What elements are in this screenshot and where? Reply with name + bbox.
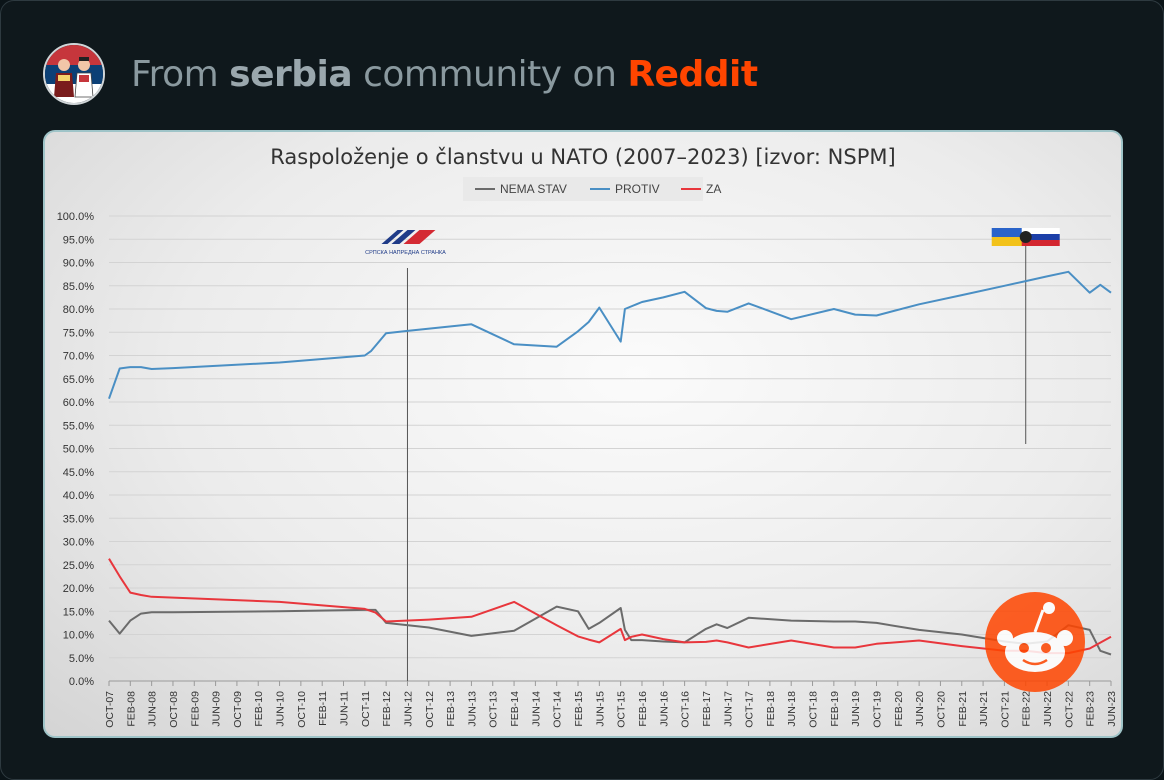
community-name-link[interactable]: serbia	[229, 53, 353, 95]
x-tick-label: FEB-13	[445, 691, 457, 727]
x-tick-label: OCT-19	[871, 691, 883, 728]
x-tick-label: JUN-22	[1042, 691, 1054, 727]
header-caption: From serbia community on Reddit	[131, 54, 758, 95]
x-tick-label: FEB-23	[1085, 691, 1097, 727]
fist-silhouette-icon	[1019, 231, 1032, 243]
x-tick-label: JUN-23	[1106, 691, 1118, 727]
x-tick-label: FEB-18	[765, 691, 777, 727]
series-line-za	[108, 558, 1112, 655]
x-tick-label: OCT-11	[360, 691, 372, 727]
x-tick-label: JUN-21	[978, 691, 990, 727]
y-tick-label: 0.0%	[69, 676, 94, 688]
x-tick-label: FEB-19	[829, 691, 841, 727]
x-tick-label: OCT-15	[616, 691, 628, 728]
x-tick-label: FEB-10	[253, 691, 265, 727]
y-tick-label: 45.0%	[63, 467, 94, 479]
reddit-snoo-icon	[985, 592, 1085, 692]
x-tick-label: JUN-12	[402, 691, 414, 727]
x-tick-label: FEB-14	[509, 691, 521, 727]
y-tick-label: 60.0%	[63, 397, 94, 409]
x-tick-label: FEB-09	[189, 691, 201, 727]
legend-label-nema-stav: NEMA STAV	[500, 182, 567, 196]
x-tick-label: FEB-12	[381, 691, 393, 727]
x-tick-label: OCT-12	[424, 691, 436, 728]
y-tick-label: 50.0%	[63, 444, 94, 456]
x-tick-label: JUN-08	[147, 691, 159, 727]
y-tick-label: 20.0%	[63, 583, 94, 595]
y-tick-label: 65.0%	[63, 374, 94, 386]
x-tick-label: OCT-08	[168, 691, 180, 728]
x-tick-label: FEB-22	[1021, 691, 1033, 727]
y-tick-label: 70.0%	[63, 351, 94, 363]
x-tick-label: JUN-16	[658, 691, 670, 727]
y-tick-label: 90.0%	[63, 258, 94, 270]
x-tick-label: FEB-11	[317, 691, 329, 726]
y-tick-label: 5.0%	[69, 653, 94, 665]
x-tick-label: OCT-09	[232, 691, 244, 728]
x-tick-label: OCT-13	[488, 691, 500, 728]
x-tick-label: OCT-17	[744, 691, 756, 728]
y-tick-label: 35.0%	[63, 513, 94, 525]
legend-label-za: ZA	[706, 182, 721, 196]
x-tick-label: OCT-14	[552, 691, 564, 728]
y-tick-label: 75.0%	[63, 327, 94, 339]
x-tick-label: OCT-18	[808, 691, 820, 728]
sns-logo-stripe-blue-icon	[391, 230, 416, 244]
russia-flag-red-icon	[1021, 240, 1060, 246]
x-tick-label: OCT-22	[1063, 691, 1075, 728]
ukraine-flag-yellow-icon	[991, 237, 1024, 246]
x-tick-label: FEB-16	[637, 691, 649, 727]
y-tick-label: 15.0%	[63, 606, 94, 618]
sns-logo-stripe-red-icon	[403, 230, 436, 244]
y-tick-label: 100.0%	[57, 211, 95, 223]
x-tick-label: OCT-16	[680, 691, 692, 728]
y-tick-label: 95.0%	[63, 234, 94, 246]
x-tick-label: JUN-13	[466, 691, 478, 727]
x-tick-label: FEB-20	[893, 691, 905, 727]
y-tick-label: 85.0%	[63, 281, 94, 293]
legend-label-protiv: PROTIV	[615, 182, 660, 196]
line-chart: Raspoloženje o članstvu u NATO (2007–202…	[57, 145, 1118, 728]
y-tick-label: 40.0%	[63, 490, 94, 502]
y-tick-label: 55.0%	[63, 420, 94, 432]
russia-flag-blue-icon	[1021, 234, 1060, 240]
x-tick-label: JUN-18	[786, 691, 798, 727]
ukraine-flag-blue-icon	[991, 228, 1024, 237]
community-avatar[interactable]	[43, 43, 105, 105]
y-tick-label: 80.0%	[63, 304, 94, 316]
x-tick-label: JUN-15	[594, 691, 606, 727]
x-tick-label: FEB-15	[573, 691, 585, 727]
x-tick-label: JUN-09	[211, 691, 223, 727]
post-header: From serbia community on Reddit	[43, 43, 758, 105]
y-tick-label: 30.0%	[63, 537, 94, 549]
x-tick-label: JUN-14	[530, 691, 542, 727]
y-tick-label: 10.0%	[63, 630, 94, 642]
x-tick-label: JUN-10	[275, 691, 287, 727]
y-tick-label: 25.0%	[63, 560, 94, 572]
series-line-nema-stav	[108, 605, 1112, 656]
series-line-protiv	[108, 270, 1112, 400]
serbian-folk-couple-avatar-icon	[45, 45, 103, 103]
reddit-brand-link[interactable]: Reddit	[627, 53, 758, 95]
x-tick-label: FEB-08	[125, 691, 137, 727]
x-tick-label: JUN-11	[339, 691, 351, 726]
x-tick-label: OCT-07	[104, 691, 116, 728]
header-prefix: From	[131, 53, 230, 95]
x-tick-label: FEB-17	[701, 691, 713, 727]
x-tick-label: FEB-21	[957, 691, 969, 727]
x-tick-label: OCT-20	[935, 691, 947, 728]
x-tick-label: JUN-19	[850, 691, 862, 727]
sns-logo-text: СРПСКА НАПРЕДНА СТРАНКА	[365, 250, 446, 256]
x-tick-label: OCT-21	[999, 691, 1011, 728]
x-tick-label: JUN-17	[722, 691, 734, 727]
legend-box	[463, 177, 703, 201]
header-middle: community on	[352, 53, 628, 95]
chart-title: Raspoloženje o članstvu u NATO (2007–202…	[270, 145, 895, 169]
russia-flag-white-icon	[1021, 228, 1060, 234]
chart-card[interactable]: Raspoloženje o članstvu u NATO (2007–202…	[43, 130, 1123, 738]
x-tick-label: OCT-10	[296, 691, 308, 728]
x-tick-label: JUN-20	[914, 691, 926, 727]
sns-logo-stripe-blue-icon	[381, 230, 404, 244]
